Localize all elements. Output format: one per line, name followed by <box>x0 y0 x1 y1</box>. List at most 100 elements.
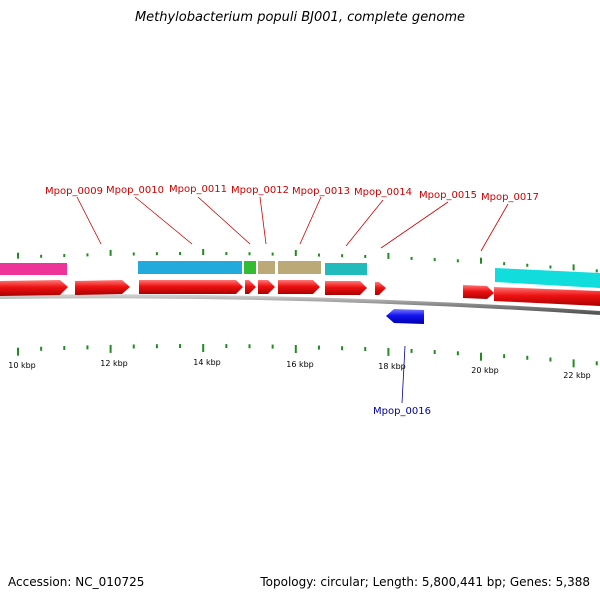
scale-labels: 10 kbp 12 kbp 14 kbp 16 kbp 18 kbp 20 kb… <box>8 358 591 380</box>
scale-label: 20 kbp <box>471 366 499 375</box>
tick-mark <box>271 252 274 256</box>
gene-labels: Mpop_0009 Mpop_0010 Mpop_0011 Mpop_0012 … <box>45 184 539 417</box>
tick-mark <box>294 345 297 354</box>
gene-arrow <box>0 280 68 296</box>
tick-mark <box>109 249 112 256</box>
gene-arrow <box>325 281 367 295</box>
feature-khaki-1 <box>258 261 275 274</box>
tick-mark <box>480 352 482 361</box>
tick-mark <box>86 345 89 350</box>
feature-magenta <box>0 263 67 275</box>
tick-mark <box>572 264 575 271</box>
tick-mark <box>179 252 182 256</box>
tick-mark <box>317 345 320 350</box>
tick-mark <box>410 256 413 260</box>
tick-mark <box>179 344 182 349</box>
feature-sky <box>138 261 242 274</box>
tick-mark <box>86 253 89 257</box>
tick-mark <box>202 344 205 353</box>
tick-mark <box>225 252 228 256</box>
tick-mark <box>572 359 575 368</box>
forward-genes <box>0 280 600 306</box>
tick-mark <box>433 350 436 355</box>
scale-label: 16 kbp <box>286 360 314 369</box>
gene-arrow <box>463 285 494 299</box>
feature-cyan <box>495 268 600 288</box>
tick-mark <box>456 259 459 263</box>
gene-arrow <box>245 280 256 294</box>
tick-mark <box>225 344 228 349</box>
scale-label: 14 kbp <box>193 358 221 367</box>
tick-mark <box>248 252 251 256</box>
tick-mark <box>109 344 112 353</box>
leader-line <box>299 196 322 245</box>
tick-mark <box>132 252 135 256</box>
map-title: Methylobacterium populi BJ001, complete … <box>134 10 466 25</box>
scale-label: 12 kbp <box>100 359 128 368</box>
tick-mark <box>132 344 135 349</box>
tick-mark <box>433 258 436 262</box>
feature-green <box>244 261 256 274</box>
tick-mark <box>202 249 205 256</box>
leader-line <box>401 345 406 404</box>
tick-mark <box>63 346 66 351</box>
gene-label-mpop-0017: Mpop_0017 <box>481 192 539 203</box>
tick-mark <box>17 252 19 259</box>
tick-mark <box>595 361 598 366</box>
tick-mark <box>341 346 344 351</box>
tick-mark <box>40 346 43 351</box>
leader-line <box>197 196 251 245</box>
tick-mark <box>387 347 390 356</box>
tick-mark <box>155 344 158 349</box>
tick-mark <box>40 254 43 258</box>
tick-mark <box>364 255 367 259</box>
tick-mark <box>248 344 251 349</box>
tick-mark <box>526 263 529 267</box>
scale-label: 18 kbp <box>378 362 406 371</box>
tick-mark <box>364 347 367 352</box>
tick-mark <box>387 252 390 259</box>
gene-arrow <box>139 280 243 294</box>
tick-mark <box>549 357 552 362</box>
scale-label: 22 kbp <box>563 371 591 380</box>
leader-line <box>480 203 509 252</box>
tick-mark <box>63 254 66 258</box>
feature-teal <box>325 263 367 275</box>
gene-label-mpop-0013: Mpop_0013 <box>292 186 350 197</box>
leader-line <box>345 199 384 247</box>
tick-mark <box>155 252 158 256</box>
gene-label-mpop-0010: Mpop_0010 <box>106 185 164 196</box>
tick-mark <box>271 344 274 349</box>
gene-arrow <box>258 280 275 294</box>
gene-label-mpop-0009: Mpop_0009 <box>45 186 103 197</box>
tick-mark <box>503 354 506 359</box>
gene-label-mpop-0014: Mpop_0014 <box>354 187 412 198</box>
tick-mark <box>595 269 598 273</box>
gene-arrow <box>75 280 130 295</box>
tick-mark <box>503 262 506 266</box>
gene-label-mpop-0011: Mpop_0011 <box>169 184 227 195</box>
tick-mark <box>456 351 459 356</box>
gene-arrow <box>494 287 600 306</box>
leader-line <box>380 201 449 249</box>
tick-mark <box>410 348 413 353</box>
tick-mark <box>480 257 482 264</box>
gene-arrow <box>278 280 320 294</box>
leader-line <box>259 196 267 245</box>
genome-backbone <box>0 294 600 315</box>
gene-label-mpop-0015: Mpop_0015 <box>419 190 477 201</box>
gene-label-mpop-0012: Mpop_0012 <box>231 185 289 196</box>
leader-line <box>76 196 102 245</box>
tick-mark <box>17 347 19 356</box>
tick-marks <box>17 249 598 368</box>
genome-summary-text: Topology: circular; Length: 5,800,441 bp… <box>260 575 590 589</box>
gene-arrow-reverse <box>386 309 424 324</box>
tick-mark <box>549 265 552 269</box>
gene-leaders <box>76 196 509 404</box>
tick-mark <box>526 355 529 360</box>
tick-mark <box>317 253 320 257</box>
gene-arrow <box>375 282 386 295</box>
tick-mark <box>294 250 297 257</box>
feature-khaki-2 <box>278 261 321 274</box>
